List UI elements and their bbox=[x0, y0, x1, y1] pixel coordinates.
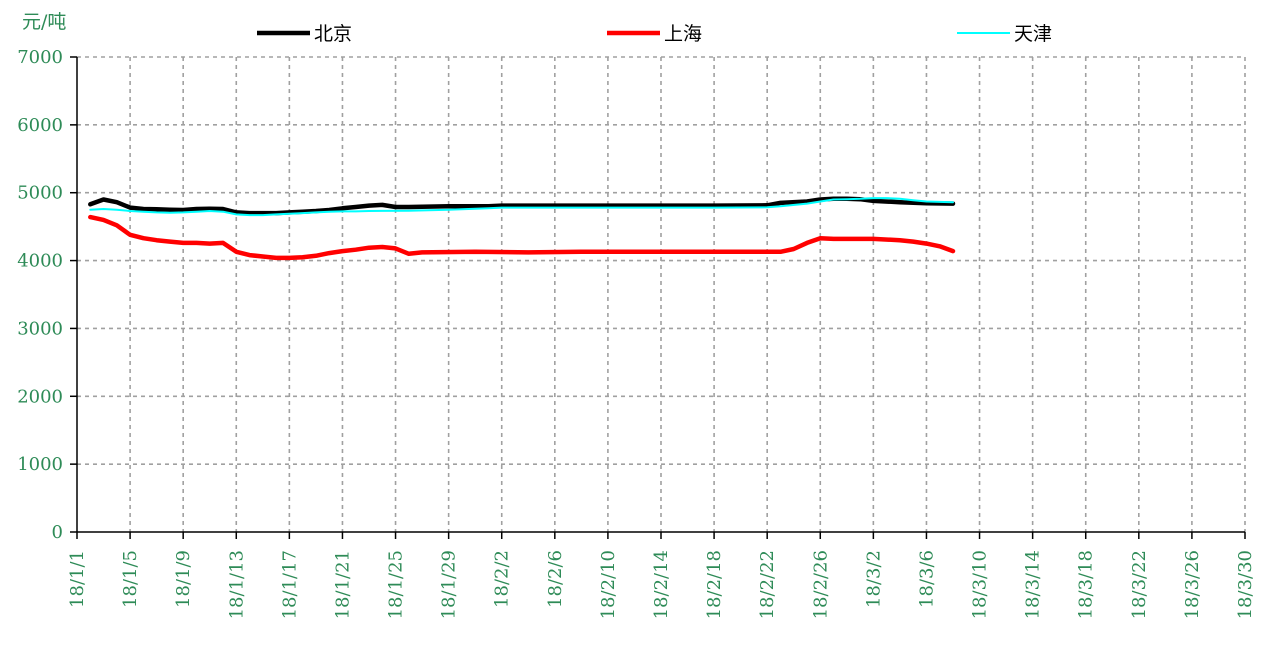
x-tick-label: 18/2/14 bbox=[651, 550, 672, 619]
x-tick-label: 18/2/10 bbox=[598, 550, 619, 619]
x-tick-label: 18/2/26 bbox=[810, 550, 831, 619]
x-tick-label: 18/1/21 bbox=[332, 550, 353, 619]
series-line-1 bbox=[88, 214, 956, 261]
legend-label-0: 北京 bbox=[314, 23, 352, 45]
x-tick-label: 18/2/18 bbox=[704, 550, 725, 619]
y-tick-label: 7000 bbox=[17, 47, 63, 68]
y-tick-label: 4000 bbox=[17, 251, 63, 272]
x-tick-label: 18/3/22 bbox=[1129, 550, 1150, 619]
x-tick-label: 18/1/29 bbox=[439, 550, 460, 619]
y-tick-label: 2000 bbox=[17, 386, 63, 407]
legend-label-2: 天津 bbox=[1014, 23, 1052, 45]
grid-layer bbox=[77, 56, 1246, 532]
y-tick-label: 1000 bbox=[17, 454, 63, 475]
x-tick-label: 18/1/5 bbox=[120, 550, 141, 608]
x-tick-label: 18/2/6 bbox=[545, 550, 566, 608]
x-tick-label: 18/1/1 bbox=[67, 550, 88, 608]
series-line-2 bbox=[89, 197, 954, 217]
legend: 北京 上海 天津 bbox=[257, 23, 1052, 45]
y-tick-label: 6000 bbox=[17, 115, 63, 136]
legend-label-1: 上海 bbox=[664, 23, 702, 45]
series-line-0 bbox=[88, 196, 956, 216]
x-tick-label: 18/3/18 bbox=[1076, 550, 1097, 619]
y-tick-label: 0 bbox=[52, 522, 63, 543]
x-tick-label: 18/2/2 bbox=[492, 550, 513, 608]
y-tick-label: 3000 bbox=[17, 318, 63, 339]
y-tick-label: 5000 bbox=[17, 183, 63, 204]
series-layer bbox=[88, 196, 956, 261]
x-tick-label: 18/3/14 bbox=[1023, 550, 1044, 619]
x-tick-label: 18/3/30 bbox=[1235, 550, 1256, 619]
x-tick-label: 18/2/22 bbox=[757, 550, 778, 619]
axis-layer: 0 1000 2000 3000 4000 5000 6000 7000 18/1/1 18/1/… bbox=[17, 47, 1256, 619]
x-tick-label: 18/3/26 bbox=[1182, 550, 1203, 619]
x-tick-label: 18/3/10 bbox=[970, 550, 991, 619]
x-tick-label: 18/1/9 bbox=[173, 550, 194, 608]
x-tick-label: 18/3/2 bbox=[863, 550, 884, 608]
x-tick-label: 18/1/17 bbox=[279, 550, 300, 619]
x-tick-label: 18/1/25 bbox=[386, 550, 407, 619]
x-tick-label: 18/1/13 bbox=[226, 550, 247, 619]
x-tick-label: 18/3/6 bbox=[916, 550, 937, 608]
y-axis-unit-label: 元/吨 bbox=[22, 11, 66, 33]
